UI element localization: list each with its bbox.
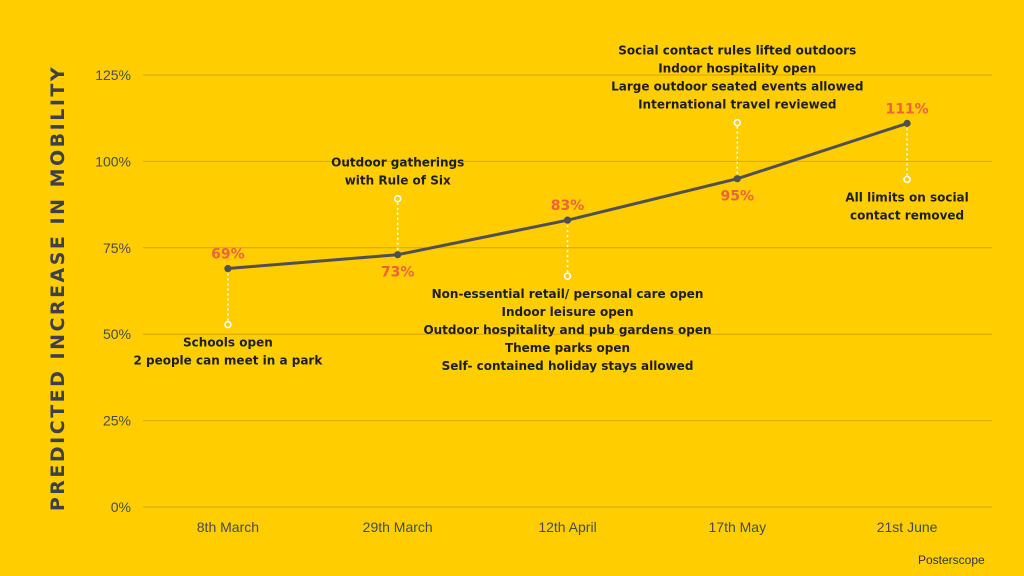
data-points (224, 119, 911, 273)
y-tick-labels: 0% 25% 50% 75% 100% 125% (95, 67, 131, 515)
y-tick-label: 0% (111, 499, 131, 515)
annotation-text: Social contact rules lifted outdoors (618, 44, 856, 58)
leader-end-marker (903, 175, 911, 184)
y-tick-label: 100% (95, 153, 131, 169)
data-label: 69% (211, 247, 245, 263)
annotation-text: Theme parks open (505, 341, 630, 355)
annotation-text: Schools open (183, 336, 273, 350)
annotation-text: Self- contained holiday stays allowed (442, 359, 694, 373)
annotation-text: Outdoor hospitality and pub gardens open (423, 323, 711, 337)
x-tick-label: 17th May (709, 519, 767, 535)
annotation-text: with Rule of Six (345, 174, 451, 188)
data-label: 95% (721, 189, 755, 205)
leader-end-marker (733, 118, 742, 127)
y-axis-label: PREDICTED INCREASE IN MOBILITY (47, 65, 69, 511)
brand-logo-text: Posterscope (918, 553, 985, 567)
data-point (563, 216, 572, 224)
x-tick-label: 21st June (877, 519, 938, 535)
annotations: Schools open 2 people can meet in a park O… (133, 44, 968, 373)
gridlines (143, 74, 992, 508)
y-tick-label: 25% (103, 413, 131, 429)
y-tick-label: 75% (103, 240, 131, 256)
data-point (394, 251, 402, 259)
data-point (733, 175, 741, 183)
annotation-text: contact removed (850, 208, 964, 222)
data-point (224, 264, 232, 273)
annotation-text: All limits on social (845, 190, 968, 204)
annotation-leaders (224, 118, 911, 329)
data-label: 111% (885, 101, 928, 117)
leader-end-marker (563, 272, 572, 280)
x-tick-label: 12th April (538, 519, 596, 535)
x-tick-label: 29th March (363, 519, 433, 535)
annotation-text: International travel reviewed (638, 98, 836, 112)
annotation-text: Outdoor gatherings (331, 156, 464, 170)
data-label: 83% (551, 198, 585, 214)
annotation-text: Indoor leisure open (502, 305, 634, 319)
x-tick-labels: 8th March 29th March 12th April 17th May 21s… (197, 519, 938, 535)
y-tick-label: 125% (95, 67, 131, 83)
annotation-text: Indoor hospitality open (658, 62, 816, 76)
data-label: 73% (381, 265, 415, 281)
annotation-text: Non-essential retail/ personal care open (432, 287, 704, 301)
data-point (903, 119, 911, 127)
annotation-text: Large outdoor seated events allowed (611, 80, 863, 94)
annotation-text: 2 people can meet in a park (133, 354, 323, 368)
y-tick-label: 50% (103, 326, 131, 342)
leader-end-marker (393, 194, 402, 203)
leader-end-marker (224, 320, 232, 329)
data-labels: 69% 73% 83% 95% 111% (211, 101, 929, 280)
x-tick-label: 8th March (197, 519, 259, 535)
